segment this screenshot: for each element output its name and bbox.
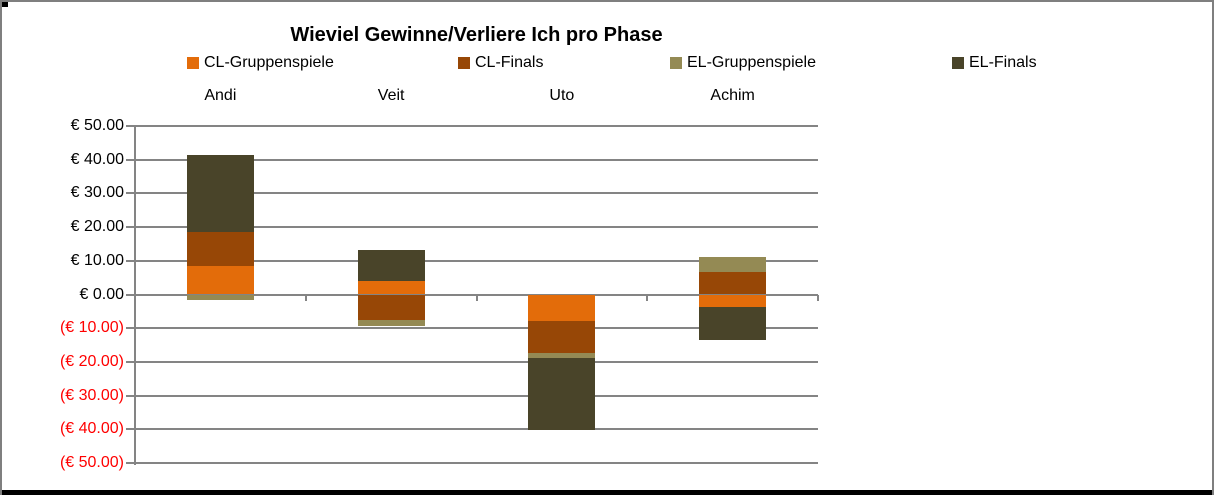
y-axis-tick [126, 125, 135, 127]
gridline [135, 462, 818, 464]
category-axis-tick [304, 294, 307, 301]
gridline [135, 360, 818, 363]
chart-title: Wieviel Gewinne/Verliere Ich pro Phase [290, 24, 663, 46]
legend-color-swatch-icon [458, 57, 470, 69]
bar-segment [699, 256, 767, 272]
bar-segment [186, 265, 254, 295]
legend-color-swatch-icon [952, 57, 964, 69]
legend-color-swatch-icon [670, 57, 682, 69]
bar-segment [357, 249, 425, 281]
category-axis-tick [817, 294, 819, 301]
y-axis-tick [126, 428, 135, 431]
legend-label: EL-Finals [969, 54, 1037, 71]
gridline [135, 125, 818, 127]
y-axis-tick [126, 293, 135, 296]
y-axis-label: (€ 40.00) [59, 420, 124, 438]
bar-segment [357, 320, 425, 326]
category-label: Uto [549, 87, 575, 104]
y-axis-label: (€ 30.00) [59, 386, 124, 404]
gridline [135, 192, 818, 195]
bar-segment [699, 306, 767, 340]
y-axis-tick [126, 462, 135, 464]
category-axis-tick [646, 294, 649, 301]
gridline [135, 226, 818, 229]
y-axis-label: € 10.00 [70, 251, 124, 269]
category-axis-tick [475, 294, 478, 301]
bar-segment [186, 231, 254, 266]
bar-segment [528, 358, 596, 431]
y-axis-line [134, 126, 136, 465]
bar-segment [186, 154, 254, 232]
y-axis-label: € 40.00 [70, 150, 124, 168]
category-label: Andi [204, 87, 237, 104]
category-label: Veit [377, 87, 405, 104]
gridline [135, 428, 818, 431]
gridline [135, 394, 818, 397]
bar-segment [528, 353, 596, 359]
y-axis-label: (€ 20.00) [59, 352, 124, 370]
legend-label: CL-Finals [475, 54, 544, 71]
legend-label: EL-Gruppenspiele [687, 54, 816, 71]
y-axis-label: (€ 10.00) [59, 319, 124, 337]
legend-label: CL-Gruppenspiele [204, 54, 334, 71]
bar-segment [699, 271, 767, 295]
y-axis-tick [126, 394, 135, 397]
bar-segment [528, 321, 596, 354]
y-axis-label: € 30.00 [70, 184, 124, 202]
gridline [135, 158, 818, 161]
bar-segment [699, 294, 767, 307]
y-axis-tick [126, 327, 135, 330]
bar-segment [357, 281, 425, 295]
gridline [135, 327, 818, 330]
y-axis-tick [126, 226, 135, 229]
y-axis-tick [126, 259, 135, 262]
y-axis-label: € 0.00 [79, 285, 124, 303]
y-axis-tick [126, 192, 135, 195]
y-axis-tick [126, 158, 135, 161]
gridline [135, 259, 818, 262]
y-axis-tick [126, 360, 135, 363]
y-axis-label: € 20.00 [70, 218, 124, 236]
y-axis-label: € 50.00 [70, 117, 124, 134]
bar-segment [186, 294, 254, 300]
y-axis-label: (€ 50.00) [59, 454, 124, 471]
bar-segment [357, 294, 425, 321]
window-corner-mark [2, 2, 8, 7]
legend-color-swatch-icon [187, 57, 199, 69]
category-label: Achim [710, 87, 755, 104]
bar-segment [528, 294, 596, 322]
window-bottom-border [2, 490, 1212, 495]
